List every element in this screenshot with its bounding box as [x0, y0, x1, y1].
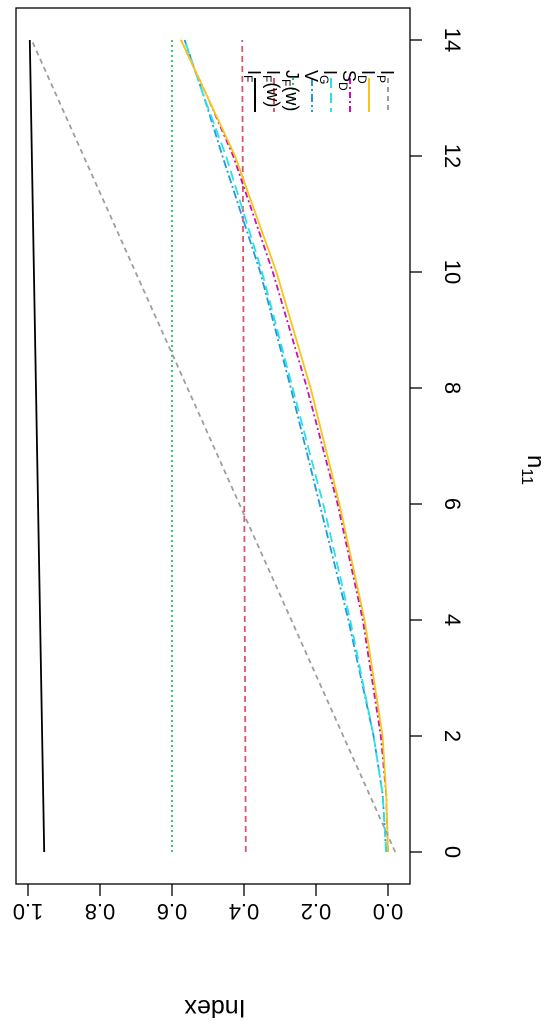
- legend-label: IF: [241, 70, 264, 82]
- legend-label-sub: G: [317, 75, 331, 84]
- y-tick-label: 0.4: [229, 899, 260, 924]
- legend-label-main: J: [282, 70, 302, 79]
- legend-label-main: I: [263, 70, 283, 75]
- legend-label-sub: P: [374, 75, 388, 83]
- series-line-0: [28, 39, 46, 853]
- legend-label: SD: [336, 70, 359, 91]
- series-line-3: [183, 39, 388, 853]
- legend-label: JF(w): [279, 70, 302, 111]
- legend-label-sub: F: [241, 75, 255, 82]
- x-tick-label: 14: [440, 28, 465, 52]
- x-axis-title: n11: [518, 455, 549, 485]
- axis-ticks: 0 2 4 6 8 10 12 14 0.0 0.2 0.4 0.6 0.8 1.0: [13, 28, 465, 924]
- series-lines: [28, 39, 397, 853]
- legend-label-main: S: [339, 70, 359, 82]
- legend-label: ID: [355, 70, 378, 84]
- series-line-4: [183, 39, 388, 853]
- legend-label-extra: (w): [282, 86, 302, 111]
- x-tick-label: 0: [440, 846, 465, 858]
- series-line-5: [180, 39, 389, 853]
- x-tick-label: 8: [440, 382, 465, 394]
- y-axis-title: Index: [184, 994, 246, 1022]
- legend-label-main: I: [320, 70, 340, 75]
- x-tick-label: 12: [440, 144, 465, 168]
- legend-label-main: I: [358, 70, 378, 75]
- x-axis-title-sub: 11: [518, 468, 535, 485]
- series-line-6: [180, 39, 389, 853]
- y-tick-label: 0.2: [301, 899, 332, 924]
- series-line-1: [241, 39, 247, 853]
- legend-label-extra: (w): [263, 82, 283, 107]
- legend-label-main: V: [301, 70, 321, 82]
- x-tick-label: 2: [440, 730, 465, 742]
- x-tick-label: 4: [440, 614, 465, 626]
- legend-label: V: [301, 70, 321, 82]
- legend-label-sub: D: [355, 75, 369, 84]
- legend-label-sub: D: [336, 82, 350, 91]
- legend-label-sub: F: [279, 79, 293, 86]
- legend-label-main: I: [377, 70, 397, 75]
- x-axis-title-main: n: [522, 455, 549, 468]
- y-tick-label: 0.0: [373, 899, 404, 924]
- legend-label-sub: F: [260, 75, 274, 82]
- y-tick-label: 0.6: [157, 899, 188, 924]
- legend-label: IF(w): [260, 70, 283, 107]
- x-tick-label: 10: [440, 260, 465, 284]
- series-line-7: [30, 39, 397, 853]
- y-tick-label: 0.8: [85, 899, 116, 924]
- legend-label: IG: [317, 70, 340, 84]
- plot-frame: [15, 7, 411, 885]
- legend-label: IP: [374, 70, 397, 83]
- legend-label-main: I: [244, 70, 264, 75]
- x-tick-label: 6: [440, 498, 465, 510]
- y-tick-label: 1.0: [13, 899, 44, 924]
